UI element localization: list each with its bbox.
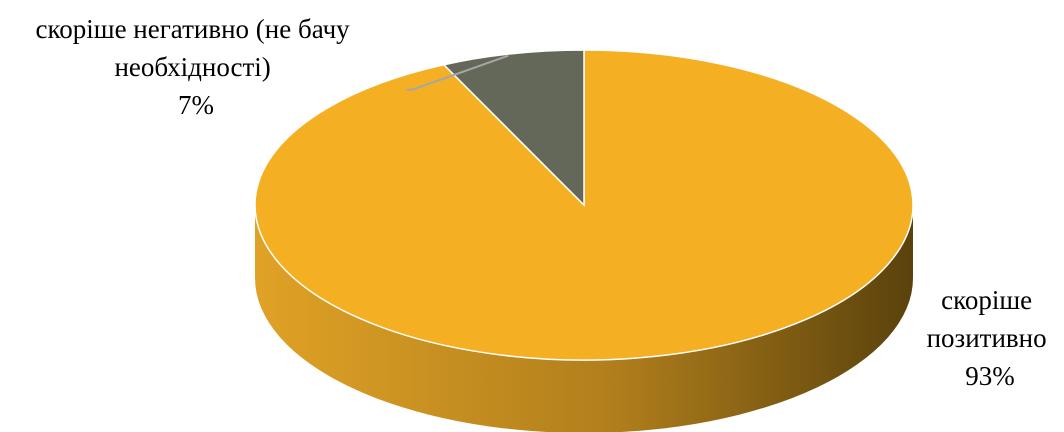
slice-label-positive: скоріше позитивно 93% [927,285,1054,391]
slice-label-negative-line2: необхідності) [114,52,270,82]
pie-side-wall [255,205,913,432]
slice-label-negative-line1: скоріше негативно (не бачу [36,14,351,44]
slice-percent-negative: 7% [178,90,214,120]
pie-slice-negative [442,49,585,207]
leader-line-negative [406,54,509,91]
slice-label-negative: скоріше негативно (не бачу необхідності)… [36,14,357,120]
slice-percent-positive: 93% [965,361,1015,391]
slice-label-positive-line1: скоріше [941,285,1032,315]
slice-label-positive-line2: позитивно [927,323,1047,353]
